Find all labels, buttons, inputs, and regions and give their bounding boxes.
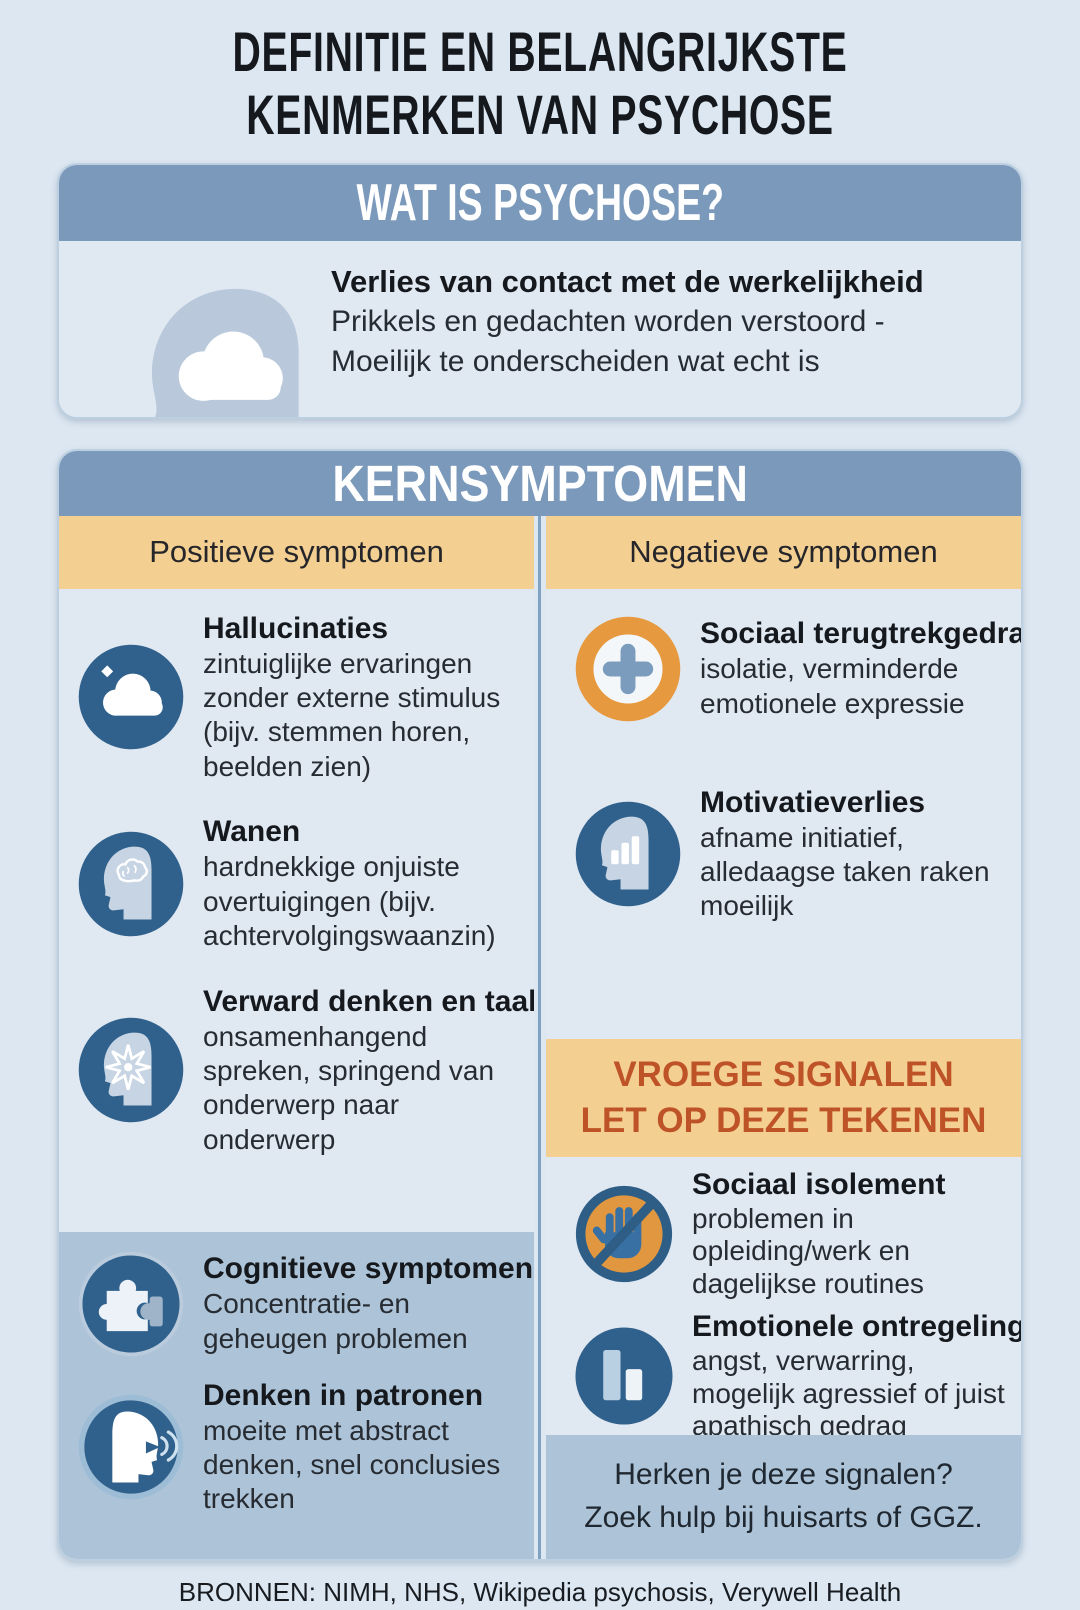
help-line2: Zoek hulp bij huisarts of GGZ. (584, 1500, 983, 1534)
symptom-desc: moeite met abstract denken, snel conclus… (203, 1414, 501, 1515)
kernsymptomen-header-band: KERNSYMPTOMEN (59, 450, 1021, 516)
positive-symptoms-header: Positieve symptomen (59, 515, 534, 589)
symptom-title: Verward denken en taal (203, 984, 537, 1018)
kernsymptomen-card: KERNSYMPTOMEN Positieve symptomen (57, 448, 1023, 1561)
positive-symptoms-column: Positieve symptomen (59, 515, 537, 1559)
early-signals-line1: VROEGE SIGNALEN (613, 1055, 954, 1095)
column-divider (534, 515, 546, 1559)
symptom-block-sociaal-isolement: Sociaal isolement problemen in opleiding… (572, 1167, 1021, 1301)
page-title: DEFINITIE EN BELANGRIJKSTE KENMERKEN VAN… (0, 0, 1080, 147)
symptom-title: Hallucinaties (203, 611, 389, 645)
head-starburst-icon (78, 1018, 184, 1123)
negative-symptoms-section: Sociaal terugtrekgedrag isolatie, vermin… (546, 588, 1021, 1039)
symptom-title: Cognitieve symptomen (203, 1252, 534, 1286)
symptom-title: Sociaal terugtrekgedrag (700, 617, 1023, 651)
symptom-desc: angst, verwarring, mogelijk agressief of… (692, 1344, 1005, 1442)
kernsymptomen-header: KERNSYMPTOMEN (332, 454, 748, 512)
head-speech-icon (78, 1394, 184, 1500)
symptom-block-emotionele-ontregeling: Emotionele ontregeling: angst, verwarrin… (572, 1309, 1021, 1443)
page-title-line1: DEFINITIE EN BELANGRIJKSTE (232, 20, 848, 83)
positive-symptoms-label: Positieve symptomen (149, 534, 444, 570)
symptom-block-verward-denken: Verward denken en taal onsamenhangend sp… (75, 984, 537, 1158)
symptom-columns: Positieve symptomen (59, 515, 1021, 1559)
symptom-desc: hardnekkige onjuiste overtuigingen (bijv… (203, 851, 496, 952)
positive-symptoms-section: Hallucinaties zintuiglijke ervaringen zo… (59, 588, 537, 1232)
symptom-block-terugtrekgedrag: Sociaal terugtrekgedrag isolatie, vermin… (572, 613, 1021, 725)
cognitive-symptoms-section: Cognitieve symptomen Concentratie- en ge… (59, 1231, 534, 1559)
symptom-block-hallucinaties: Hallucinaties zintuiglijke ervaringen zo… (75, 611, 534, 785)
symptom-block-denken-patronen: Denken in patronen moeite met abstract d… (75, 1378, 534, 1517)
head-brain-icon (78, 831, 184, 937)
negative-symptoms-label: Negatieve symptomen (629, 534, 938, 570)
head-bars-icon (575, 801, 681, 907)
symptom-title: Denken in patronen (203, 1378, 484, 1412)
negative-symptoms-column: Negatieve symptomen Sociaal terugtrekged… (546, 515, 1021, 1559)
symptom-desc: problemen in opleiding/werk en dagelijks… (692, 1202, 924, 1300)
early-signals-section: Sociaal isolement problemen in opleiding… (546, 1156, 1021, 1441)
symptom-desc: Concentratie- en geheugen problemen (203, 1288, 468, 1354)
plus-ring-icon (575, 616, 681, 721)
symptom-title: Emotionele ontregeling: (692, 1309, 1023, 1343)
symptom-title: Wanen (203, 815, 301, 849)
symptom-title: Motivatieverlies (700, 785, 926, 819)
symptom-desc: afname initiatief, alledaagse taken rake… (700, 821, 990, 922)
what-is-header-band: WAT IS PSYCHOSE? (59, 164, 1021, 241)
page-title-line2: KENMERKEN VAN PSYCHOSE (246, 83, 834, 147)
what-is-line3: Moeilijk te onderscheiden wat echt is (331, 344, 820, 378)
symptom-desc: onsamenhangend spreken, springend van on… (203, 1020, 495, 1155)
no-hand-icon (575, 1185, 673, 1282)
help-line1: Herken je deze signalen? (614, 1457, 953, 1491)
what-is-header: WAT IS PSYCHOSE? (356, 173, 724, 232)
head-cloud-icon (152, 288, 299, 417)
what-is-psychose-card: WAT IS PSYCHOSE? Verlies van contact met… (57, 162, 1023, 419)
symptom-block-motivatieverlies: Motivatieverlies afname initiatief, alle… (572, 785, 1021, 924)
bar-chart-icon (575, 1327, 673, 1425)
symptom-desc: isolatie, verminderde emotionele express… (700, 653, 965, 719)
symptom-block-cognitief: Cognitieve symptomen Concentratie- en ge… (75, 1248, 534, 1360)
what-is-text: Verlies van contact met de werkelijkheid… (331, 241, 1021, 382)
help-callout: Herken je deze signalen? Zoek hulp bij h… (546, 1434, 1021, 1559)
sources-footer: BRONNEN: NIMH, NHS, Wikipedia psychosis,… (178, 1576, 902, 1607)
puzzle-icon (78, 1251, 184, 1356)
early-signals-line2: LET OP DEZE TEKENEN (580, 1100, 987, 1140)
early-signals-header: VROEGE SIGNALEN LET OP DEZE TEKENEN (546, 1038, 1021, 1157)
cloud-sparkle-icon (78, 645, 184, 750)
symptom-block-wanen: Wanen hardnekkige onjuiste overtuigingen… (75, 814, 534, 953)
symptom-desc: zintuiglijke ervaringen zonder externe s… (203, 647, 501, 782)
negative-symptoms-header: Negatieve symptomen (546, 515, 1021, 589)
what-is-line2: Prikkels en gedachten worden verstoord - (331, 305, 885, 339)
symptom-title: Sociaal isolement (692, 1167, 946, 1201)
what-is-lead: Verlies van contact met de werkelijkheid (331, 263, 924, 299)
what-is-body: Verlies van contact met de werkelijkheid… (59, 240, 1021, 417)
